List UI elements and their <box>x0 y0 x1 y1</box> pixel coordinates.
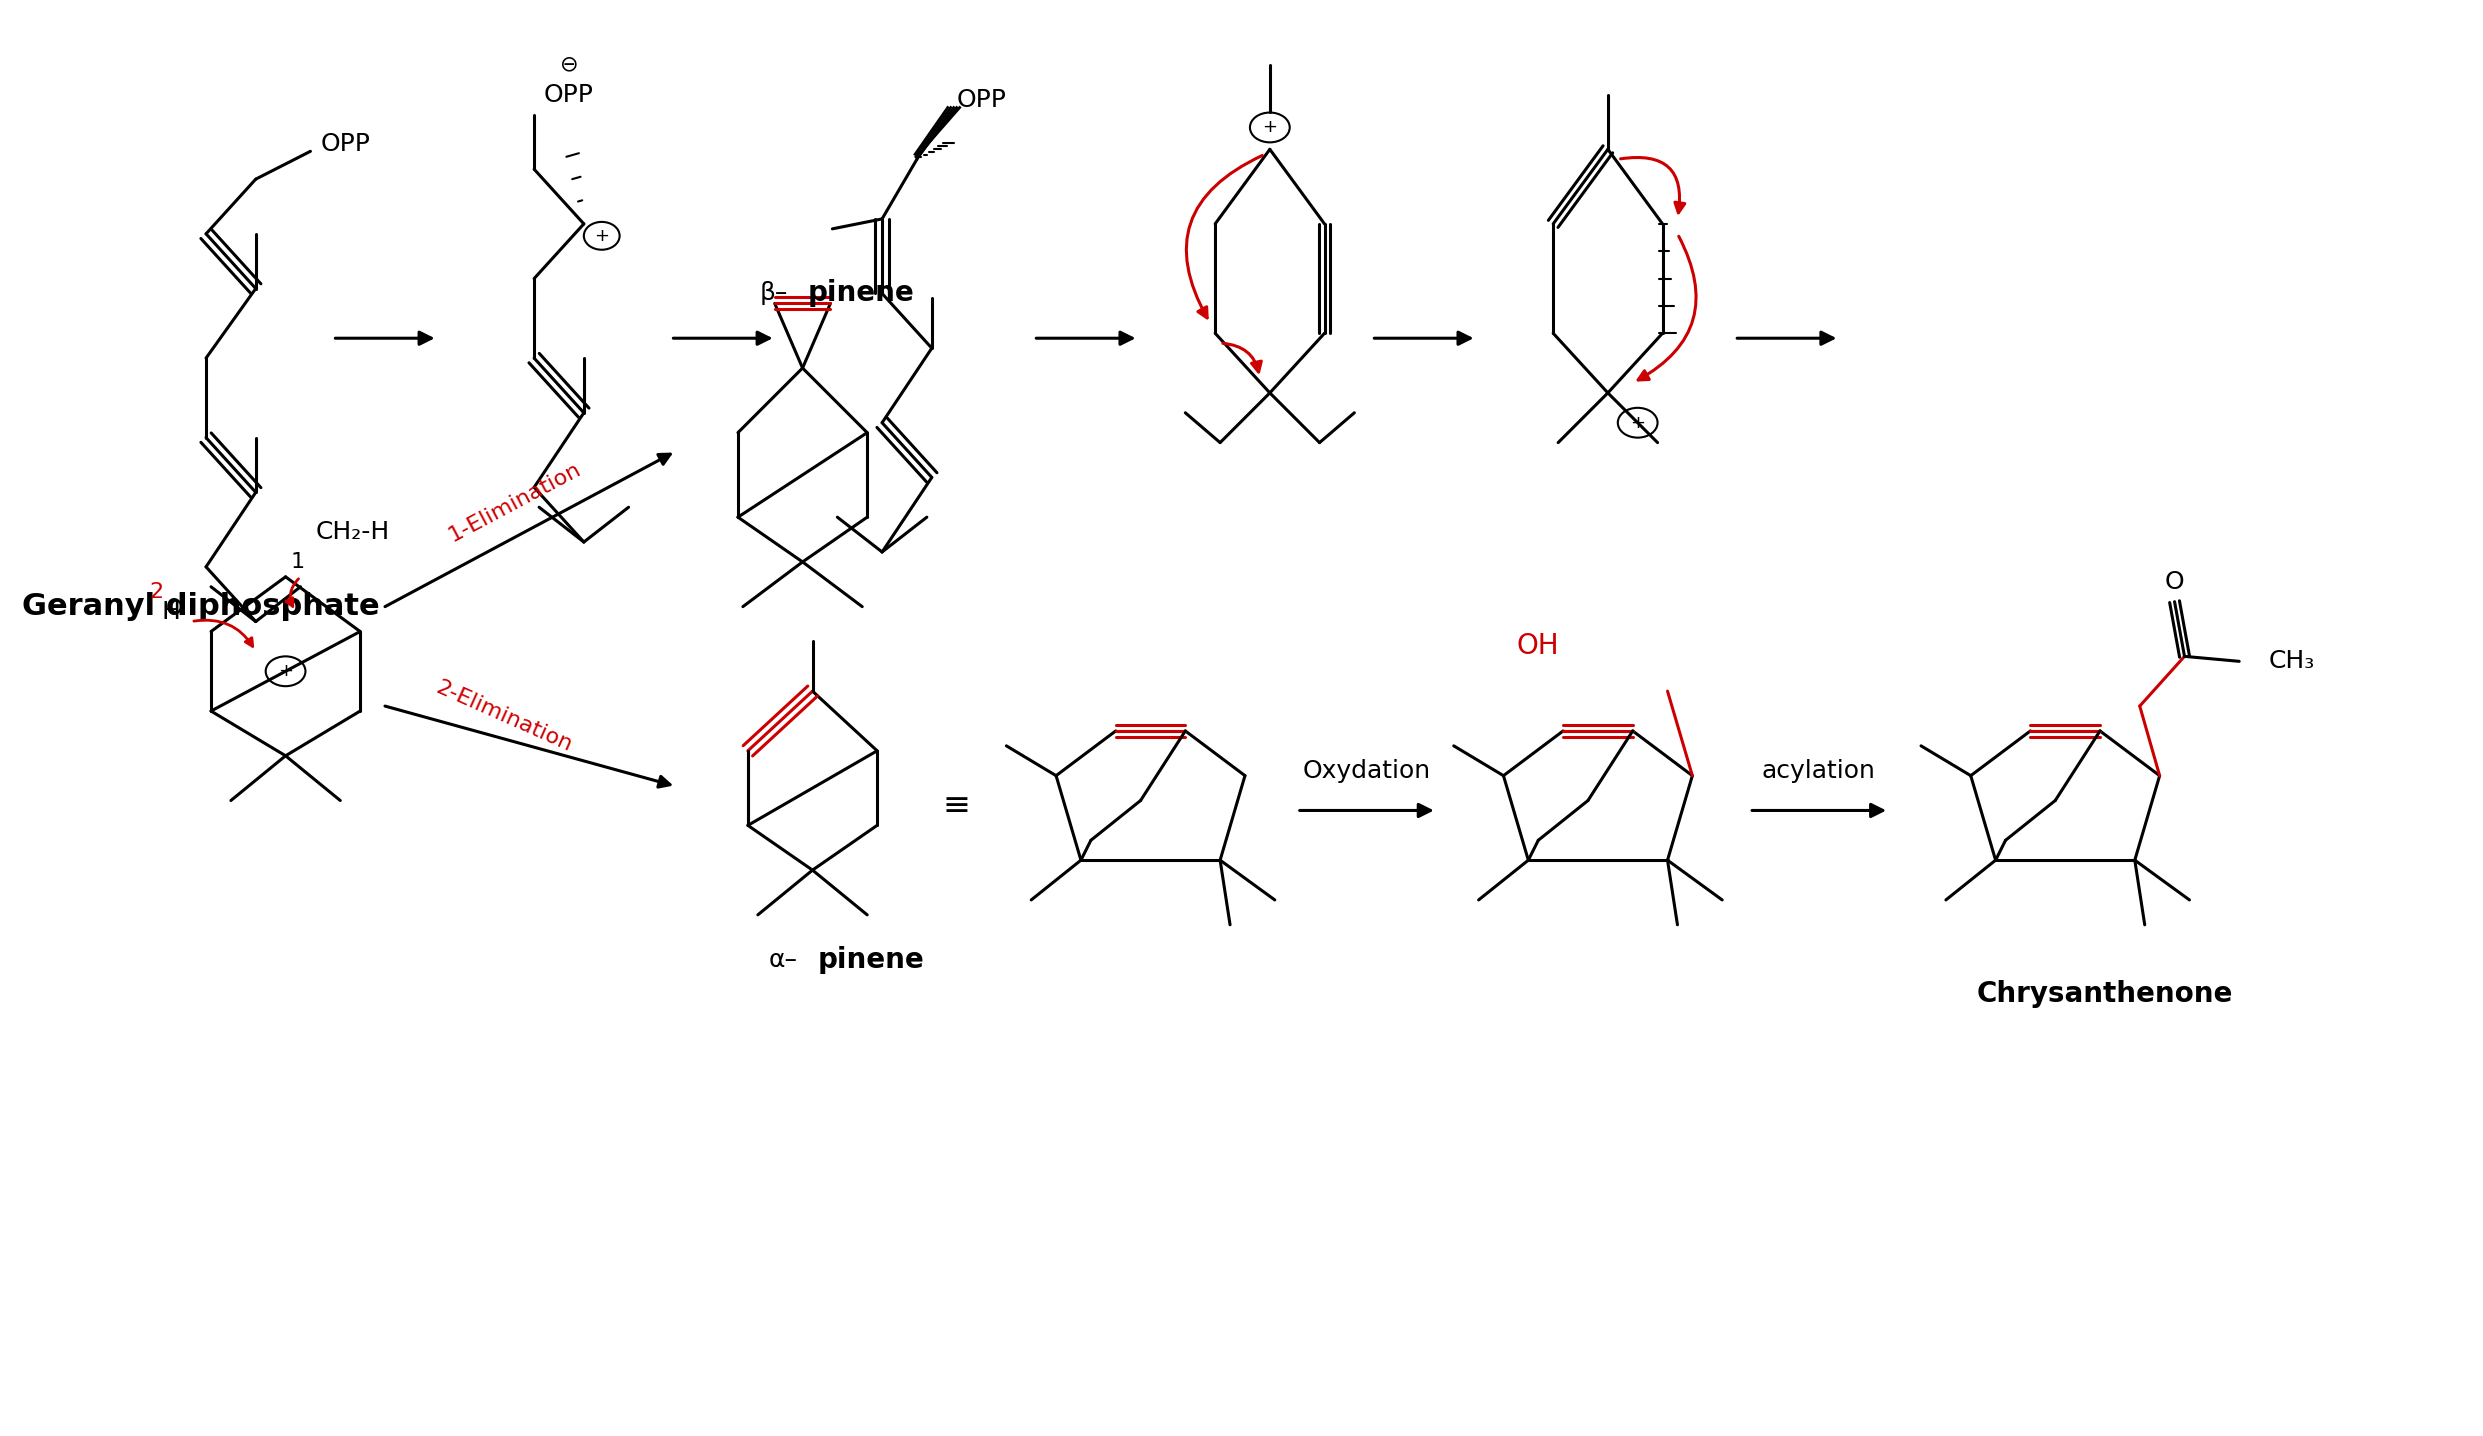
Text: acylation: acylation <box>1763 758 1875 783</box>
Text: 1: 1 <box>291 551 305 572</box>
Text: OPP: OPP <box>544 83 593 106</box>
Text: ⊖: ⊖ <box>559 55 579 75</box>
Text: OPP: OPP <box>320 132 370 157</box>
Text: 2: 2 <box>149 582 164 602</box>
Text: ≡: ≡ <box>944 788 971 821</box>
Text: β–: β– <box>760 281 787 306</box>
Text: CH₃: CH₃ <box>2269 649 2314 673</box>
Text: CH₂-H: CH₂-H <box>315 520 390 544</box>
Text: Geranyl diphosphate: Geranyl diphosphate <box>22 592 380 622</box>
Text: Chrysanthenone: Chrysanthenone <box>1976 981 2232 1008</box>
Text: pinene: pinene <box>807 280 914 307</box>
Text: +: + <box>593 227 608 244</box>
Text: OPP: OPP <box>956 88 1006 112</box>
Text: +: + <box>278 662 293 681</box>
Text: pinene: pinene <box>817 945 924 974</box>
Text: +: + <box>1631 414 1646 432</box>
Text: 2-Elimination: 2-Elimination <box>432 676 576 755</box>
Text: Oxydation: Oxydation <box>1301 758 1430 783</box>
Text: 1-Elimination: 1-Elimination <box>444 460 584 546</box>
Text: +: + <box>1261 118 1276 136</box>
Text: H: H <box>161 600 181 623</box>
Text: OH: OH <box>1517 632 1559 661</box>
Text: O: O <box>2165 570 2185 595</box>
Text: α–: α– <box>770 948 797 972</box>
